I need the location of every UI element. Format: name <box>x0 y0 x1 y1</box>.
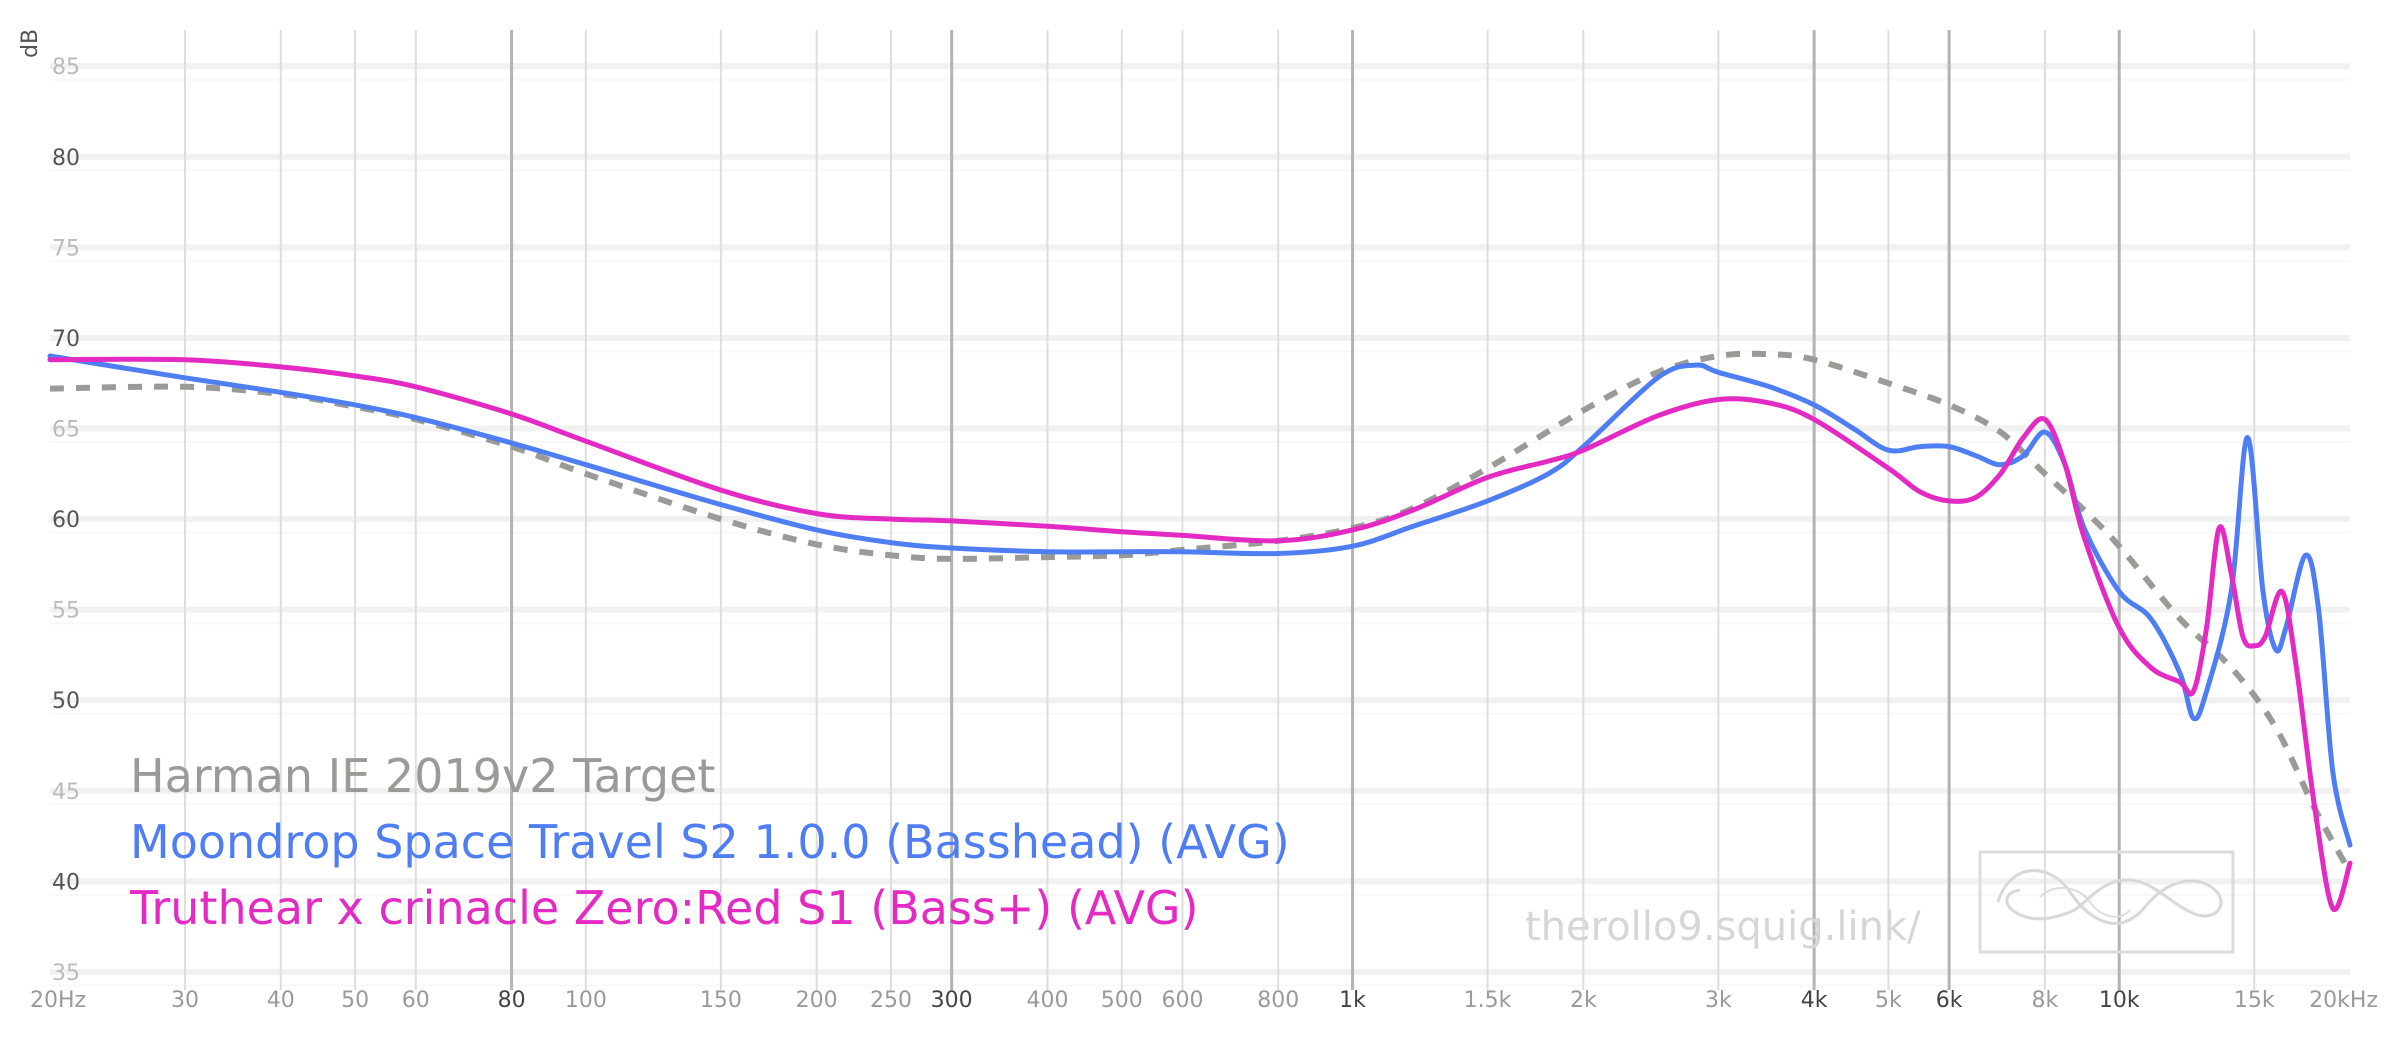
x-tick-label: 2k <box>1570 988 1597 1013</box>
y-tick-label: 50 <box>52 689 80 714</box>
x-tick-label: 250 <box>870 988 912 1013</box>
x-tick-label: 6k <box>1936 988 1963 1013</box>
y-tick-label: 75 <box>52 236 80 261</box>
x-tick-label: 300 <box>931 988 973 1013</box>
legend-entry: Harman IE 2019v2 Target <box>130 749 715 803</box>
legend-entry: Truthear x crinacle Zero:Red S1 (Bass+) … <box>129 881 1199 935</box>
x-tick-label: 1.5k <box>1464 988 1512 1013</box>
y-tick-label: 80 <box>52 146 80 171</box>
x-tick-label: 40 <box>267 988 295 1013</box>
y-tick-label: 85 <box>52 55 80 80</box>
curves <box>47 350 2353 913</box>
x-tick-label: 20kHz <box>2309 988 2378 1013</box>
x-tick-label: 4k <box>1801 988 1828 1013</box>
x-tick-label: 150 <box>700 988 742 1013</box>
x-tick-labels: 20Hz 30 40 50 60 80 100 150 200 250 300 400 500 600 80… <box>30 988 2378 1013</box>
y-tick-label: 45 <box>52 780 80 805</box>
vertical-gridlines <box>184 30 2256 990</box>
x-tick-label: 20Hz <box>30 988 86 1013</box>
x-tick-label: 50 <box>341 988 369 1013</box>
x-tick-label: 800 <box>1257 988 1299 1013</box>
horizontal-gridlines <box>50 63 2350 987</box>
x-tick-label: 15k <box>2234 988 2275 1013</box>
y-tick-label: 60 <box>52 508 80 533</box>
x-tick-label: 30 <box>171 988 199 1013</box>
series-line <box>47 356 2353 913</box>
y-tick-label: 40 <box>52 870 80 895</box>
y-tick-label: 70 <box>52 327 80 352</box>
x-tick-label: 5k <box>1875 988 1902 1013</box>
x-tick-label: 600 <box>1161 988 1203 1013</box>
y-tick-label: 55 <box>52 599 80 624</box>
y-axis-label: dB <box>18 29 43 58</box>
x-tick-label: 3k <box>1705 988 1732 1013</box>
x-tick-label: 500 <box>1101 988 1143 1013</box>
x-tick-label: 60 <box>402 988 430 1013</box>
series-line <box>47 353 2353 848</box>
x-tick-label: 100 <box>565 988 607 1013</box>
y-tick-labels: 85 80 75 70 65 60 55 50 45 40 35 <box>52 55 80 986</box>
x-tick-label: 400 <box>1026 988 1068 1013</box>
x-tick-label: 80 <box>498 988 526 1013</box>
x-tick-label: 8k <box>2032 988 2059 1013</box>
x-tick-label: 1k <box>1339 988 1366 1013</box>
x-tick-label: 200 <box>796 988 838 1013</box>
x-tick-label: 10k <box>2099 988 2140 1013</box>
legend: Harman IE 2019v2 Target Moondrop Space Tr… <box>129 749 1290 935</box>
y-tick-label: 35 <box>52 961 80 986</box>
y-tick-label: 65 <box>52 417 80 442</box>
legend-entry: Moondrop Space Travel S2 1.0.0 (Basshead… <box>130 815 1290 869</box>
watermark-text: therollo9.squig.link/ <box>1525 904 1921 950</box>
squiglink-logo <box>1978 850 2235 954</box>
